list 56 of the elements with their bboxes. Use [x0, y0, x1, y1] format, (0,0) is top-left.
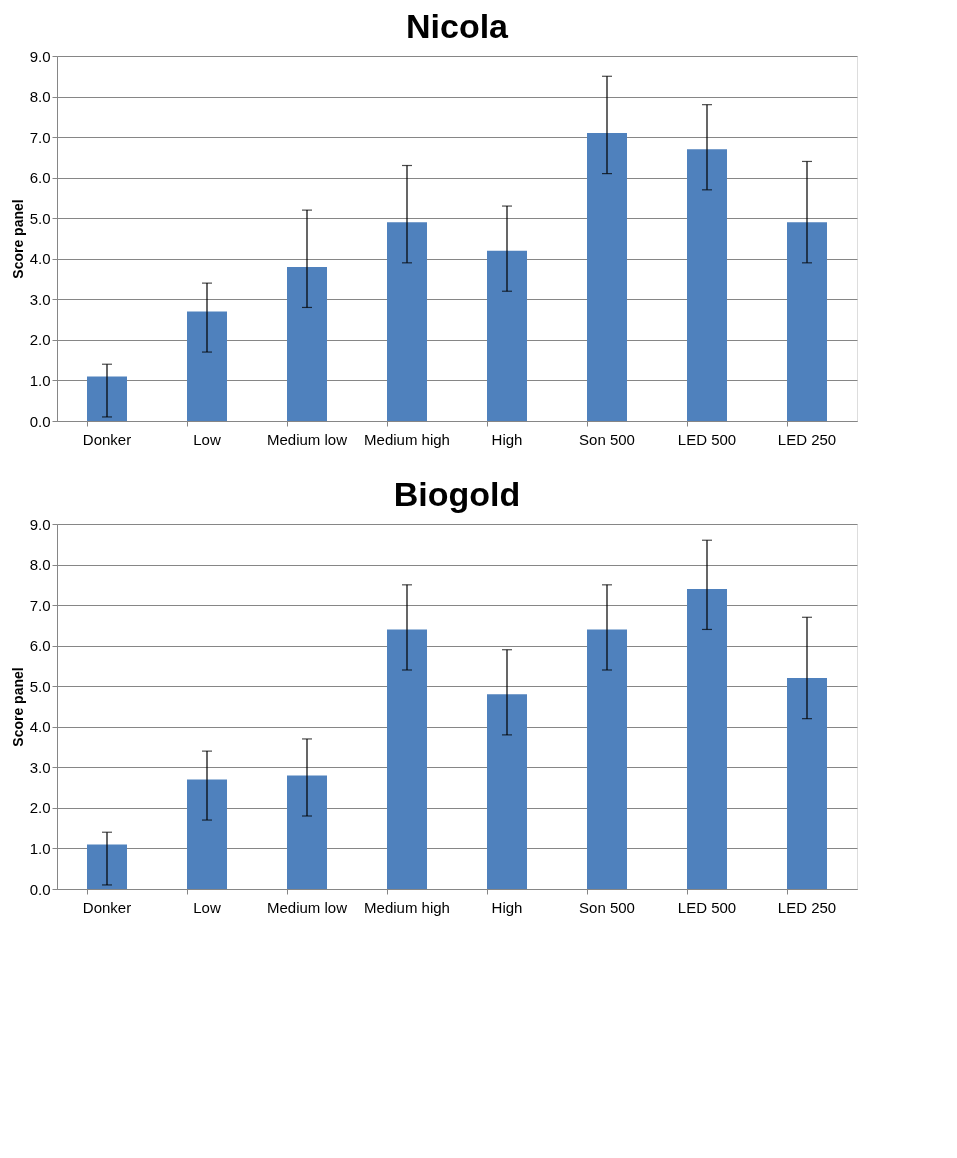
x-tick-label: LED 500: [677, 898, 737, 916]
bar: [287, 775, 327, 889]
x-tick-label: LED 500: [677, 430, 737, 448]
y-tick-label: 7.0: [29, 596, 51, 614]
y-tick-label: 1.0: [29, 371, 51, 389]
y-tick-label: 9.0: [29, 47, 51, 65]
bar: [87, 844, 127, 889]
y-tick-label: 0.0: [29, 880, 51, 898]
bar: [187, 311, 227, 421]
y-tick-label: 5.0: [29, 677, 51, 695]
y-tick-label: 2.0: [29, 799, 51, 817]
x-tick-label: Low: [193, 898, 221, 916]
bar: [87, 376, 127, 421]
x-tick-label: Medium high: [364, 430, 450, 448]
x-tick-label: Medium low: [266, 430, 348, 448]
bar: [487, 694, 527, 889]
x-tick-label: Medium high: [364, 898, 450, 916]
bar: [287, 266, 327, 421]
bar: [787, 678, 827, 889]
y-tick-label: 6.0: [29, 169, 51, 187]
y-tick-label: 5.0: [29, 209, 51, 227]
x-tick-label: Donker: [82, 430, 132, 448]
y-tick-label: 6.0: [29, 637, 51, 655]
x-tick-label: Medium low: [266, 898, 348, 916]
y-tick-label: 9.0: [29, 515, 51, 533]
y-tick-label: 3.0: [29, 758, 51, 776]
bar: [687, 149, 727, 421]
bar: [387, 629, 427, 889]
x-tick-label: LED 250: [777, 898, 837, 916]
x-tick-label: High: [491, 430, 523, 448]
x-tick-label: Donker: [82, 898, 132, 916]
y-tick-label: 4.0: [29, 718, 51, 736]
y-tick-label: 0.0: [29, 412, 51, 430]
bar: [487, 250, 527, 421]
bar: [787, 222, 827, 421]
x-tick-label: LED 250: [777, 430, 837, 448]
y-axis-title: Score panel: [9, 667, 26, 747]
chart-title: Nicola: [405, 7, 510, 45]
y-axis-title: Score panel: [9, 199, 26, 279]
x-tick-label: Son 500: [579, 898, 635, 916]
y-tick-label: 2.0: [29, 331, 51, 349]
y-tick-label: 3.0: [29, 290, 51, 308]
bar: [587, 629, 627, 889]
x-tick-label: Low: [193, 430, 221, 448]
bar: [187, 779, 227, 889]
y-tick-label: 7.0: [29, 128, 51, 146]
y-tick-label: 4.0: [29, 250, 51, 268]
chart-title: Biogold: [393, 475, 521, 513]
bar: [387, 222, 427, 421]
x-tick-label: High: [491, 898, 523, 916]
y-tick-label: 8.0: [29, 556, 51, 574]
bar: [587, 133, 627, 421]
x-tick-label: Son 500: [579, 430, 635, 448]
bar: [687, 588, 727, 889]
y-tick-label: 1.0: [29, 839, 51, 857]
y-tick-label: 8.0: [29, 88, 51, 106]
